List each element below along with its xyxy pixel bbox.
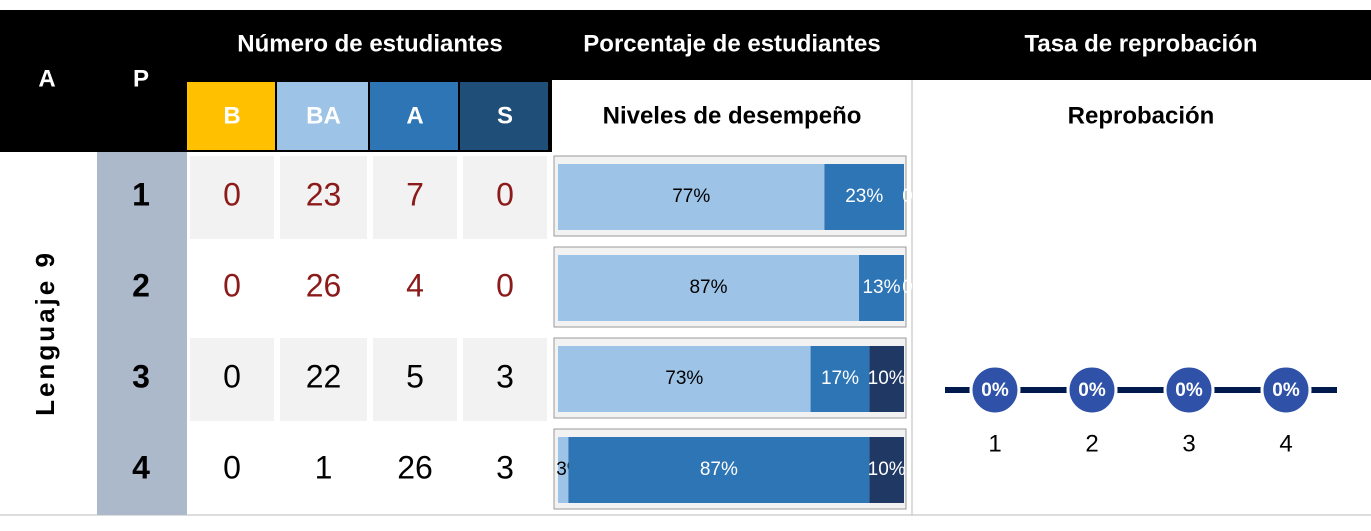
count-cell-bg [463, 338, 547, 421]
count: 22 [306, 358, 342, 394]
rate-category: 1 [988, 430, 1001, 457]
bar-label: 0% [902, 277, 930, 298]
count: 3 [496, 358, 514, 394]
bar-segment [568, 437, 870, 503]
subject: Lenguaje 9 [30, 250, 60, 416]
count: 26 [306, 267, 342, 303]
count: 1 [315, 449, 333, 485]
header-counts: Número de estudiantes [237, 30, 502, 57]
level-header: B [223, 102, 240, 129]
bar-label: 0% [902, 186, 930, 207]
count: 5 [406, 358, 424, 394]
bar-segment [824, 164, 904, 230]
count: 0 [223, 449, 241, 485]
header-rate-sub: Reprobación [1068, 102, 1215, 129]
bar-label: 73% [665, 368, 703, 389]
bar-segment [810, 346, 870, 412]
rate-point [1260, 364, 1312, 416]
count-cell-bg [373, 156, 457, 239]
bar-label: 23% [845, 186, 883, 207]
header-p: P [133, 65, 149, 92]
count-cell-bg [280, 156, 367, 239]
rate-label: 0% [981, 380, 1009, 401]
level-header: BA [306, 102, 341, 129]
bar-label: 17% [821, 368, 859, 389]
rate-category: 2 [1085, 430, 1098, 457]
count: 4 [406, 267, 424, 303]
header-rate: Tasa de reprobación [1025, 30, 1258, 57]
count: 0 [223, 267, 241, 303]
rate-point [1066, 364, 1118, 416]
count: 3 [496, 449, 514, 485]
rate-label: 0% [1078, 380, 1106, 401]
count: 0 [223, 358, 241, 394]
count: 0 [496, 267, 514, 303]
period: 1 [132, 176, 150, 212]
rate-category: 3 [1182, 430, 1195, 457]
bar-label: 10% [868, 459, 906, 480]
level-header-bg [277, 82, 368, 150]
bar-segment [558, 255, 860, 321]
level-header-bg [370, 82, 458, 150]
header-a: A [38, 65, 55, 92]
bar-label: 13% [862, 277, 900, 298]
bar-segment [869, 346, 904, 412]
rate-point [969, 364, 1021, 416]
bar-segment [558, 437, 569, 503]
header-percent-sub: Niveles de desempeño [603, 102, 862, 129]
header-percent: Porcentaje de estudiantes [583, 30, 880, 57]
bar-segment [869, 437, 904, 503]
bar-label: 10% [868, 368, 906, 389]
count: 0 [496, 176, 514, 212]
bar-label: 77% [672, 186, 710, 207]
subheader-bg [552, 80, 1371, 152]
level-header-bg [187, 82, 275, 150]
level-header-bg [460, 82, 548, 150]
rate-point [1163, 364, 1215, 416]
bar-segment [859, 255, 904, 321]
count: 7 [406, 176, 424, 212]
count-cell-bg [190, 338, 274, 421]
count-cell-bg [190, 156, 274, 239]
level-header: A [406, 102, 423, 129]
level-header: S [497, 102, 513, 129]
count: 23 [306, 176, 342, 212]
period-bg [97, 152, 187, 515]
count-cell-bg [373, 338, 457, 421]
count-cell-bg [280, 338, 367, 421]
bar-label: 87% [700, 459, 738, 480]
count: 0 [223, 176, 241, 212]
period: 4 [132, 449, 150, 485]
count: 26 [397, 449, 433, 485]
bar-segment [558, 164, 825, 230]
period: 3 [132, 358, 150, 394]
rate-label: 0% [1175, 380, 1203, 401]
bar-segment [558, 346, 811, 412]
rate-category: 4 [1279, 430, 1292, 457]
rate-label: 0% [1272, 380, 1300, 401]
period: 2 [132, 267, 150, 303]
bar-label: 87% [689, 277, 727, 298]
count-cell-bg [463, 156, 547, 239]
